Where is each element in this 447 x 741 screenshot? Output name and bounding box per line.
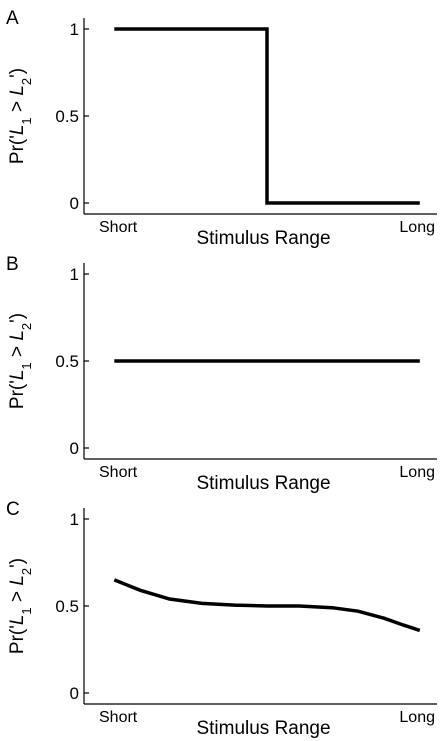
y-label-l1-sub: 1 (19, 117, 34, 124)
y-label-l1: L (7, 615, 28, 626)
panel-letter: A (6, 8, 19, 29)
y-tick-label: 0.5 (55, 107, 79, 126)
x-category-label-long: Long (399, 219, 435, 236)
y-axis-label: Pr('L1 > L2') (7, 313, 34, 409)
y-label-prefix: Pr(' (7, 135, 28, 164)
x-axis-label: Stimulus Range (196, 228, 330, 249)
series-line (113, 578, 421, 633)
y-label-mid: > (7, 341, 28, 363)
y-label-l1: L (7, 125, 28, 136)
y-label-l2: L (7, 575, 28, 586)
y-tick-label: 0 (70, 194, 79, 213)
y-label-l2-sub: 2 (19, 323, 34, 330)
x-category-label-short: Short (99, 709, 138, 726)
y-label-suffix: ') (7, 558, 28, 568)
y-axis-label: Pr('L1 > L2') (7, 558, 34, 654)
panel-letter: C (6, 499, 20, 520)
x-category-label-long: Long (399, 709, 435, 726)
y-label-l1-sub: 1 (19, 362, 34, 369)
y-label-l1-sub: 1 (19, 607, 34, 614)
x-axis-label: Stimulus Range (196, 473, 330, 494)
y-axis-label: Pr('L1 > L2') (7, 68, 34, 164)
y-label-suffix: ') (7, 313, 28, 323)
x-category-label-short: Short (99, 219, 138, 236)
y-label-l2: L (7, 85, 28, 96)
y-label-l2: L (7, 330, 28, 341)
y-label-l1: L (7, 370, 28, 381)
series-line (114, 27, 420, 205)
y-label-prefix: Pr(' (7, 380, 28, 409)
y-tick-label: 1 (70, 510, 79, 529)
x-axis-label: Stimulus Range (196, 718, 330, 739)
y-label-l2-sub: 2 (19, 78, 34, 85)
y-label-mid: > (7, 96, 28, 118)
y-tick-label: 0.5 (55, 597, 79, 616)
y-tick-label: 0 (70, 439, 79, 458)
y-tick-label: 0 (70, 684, 79, 703)
y-label-suffix: ') (7, 68, 28, 78)
y-tick-label: 1 (70, 265, 79, 284)
panel-letter: B (6, 254, 19, 275)
y-tick-label: 1 (70, 20, 79, 39)
x-category-label-long: Long (399, 464, 435, 481)
y-label-mid: > (7, 586, 28, 608)
y-label-l2-sub: 2 (19, 568, 34, 575)
y-tick-label: 0.5 (55, 352, 79, 371)
y-label-prefix: Pr(' (7, 625, 28, 654)
x-category-label-short: Short (99, 464, 138, 481)
